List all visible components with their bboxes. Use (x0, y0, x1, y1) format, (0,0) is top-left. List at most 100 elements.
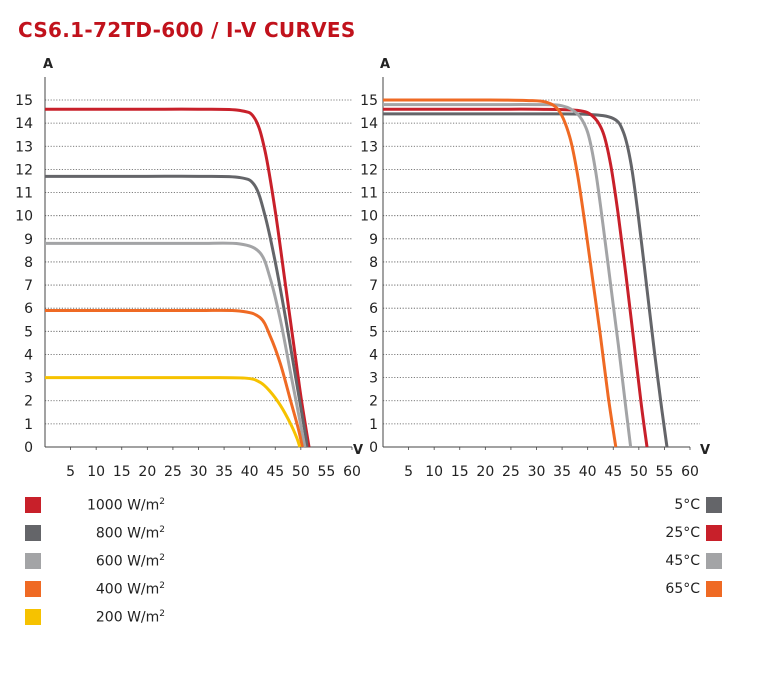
y-tick-label: 14 (360, 116, 378, 132)
y-tick-label: 9 (369, 232, 378, 248)
y-tick-label: 4 (369, 347, 378, 363)
legend-swatch (25, 581, 41, 597)
x-tick-label: 35 (553, 464, 571, 480)
x-tick-label: 55 (318, 464, 336, 480)
legend-label-superscript: 2 (159, 524, 165, 535)
y-tick-label: 12 (15, 162, 33, 178)
legend-swatch (25, 525, 41, 541)
x-tick-label: 25 (164, 464, 182, 480)
x-tick-label: 5 (404, 464, 413, 480)
y-axis-label: A (380, 57, 390, 72)
x-tick-label: 10 (425, 464, 443, 480)
y-tick-label: 11 (360, 186, 378, 202)
legend-item: 800 W/m2 (25, 523, 165, 543)
legend-item: 400 W/m2 (25, 579, 165, 599)
y-tick-label: 1 (24, 417, 33, 433)
legend-item: 5°C (640, 495, 722, 515)
legend-item: 25°C (640, 523, 722, 543)
chart-title: CS6.1-72TD-600 / I-V CURVES (18, 18, 356, 42)
legend-label: 800 W/m2 (96, 525, 165, 542)
x-tick-label: 5 (66, 464, 75, 480)
x-tick-label: 30 (528, 464, 546, 480)
y-tick-label: 15 (15, 93, 33, 109)
y-tick-label: 15 (360, 93, 378, 109)
legend-label: 5°C (674, 497, 700, 513)
legend-label-text: 200 W/m (95, 609, 160, 626)
legend-label-superscript: 2 (159, 496, 165, 507)
x-tick-label: 30 (190, 464, 208, 480)
y-tick-label: 9 (24, 232, 33, 248)
legend-item: 600 W/m2 (25, 551, 165, 571)
y-axis-label: A (43, 57, 53, 72)
legend-label: 25°C (665, 525, 700, 541)
legend-label: 600 W/m2 (96, 553, 165, 570)
x-tick-label: 60 (681, 464, 699, 480)
series-line (45, 174, 309, 448)
x-axis-label: V (700, 443, 710, 458)
x-tick-label: 20 (138, 464, 156, 480)
legend-item: 200 W/m2 (25, 607, 165, 627)
legend-label: 200 W/m2 (96, 609, 165, 626)
x-tick-label: 10 (87, 464, 105, 480)
x-tick-label: 15 (113, 464, 131, 480)
legend-label: 65°C (665, 581, 700, 597)
x-tick-label: 15 (451, 464, 469, 480)
legend-item: 45°C (640, 551, 722, 571)
x-tick-label: 45 (266, 464, 284, 480)
legend-swatch (706, 497, 722, 513)
y-tick-label: 5 (24, 324, 33, 340)
y-tick-label: 7 (369, 278, 378, 294)
y-tick-label: 10 (360, 209, 378, 225)
x-tick-label: 50 (292, 464, 310, 480)
series-line (45, 107, 311, 448)
x-tick-label: 45 (604, 464, 622, 480)
series-line (45, 308, 304, 448)
legend-label-text: 600 W/m (95, 553, 160, 570)
x-axis-label: V (353, 443, 363, 458)
x-tick-label: 55 (656, 464, 674, 480)
legend-swatch (25, 609, 41, 625)
y-tick-label: 7 (24, 278, 33, 294)
series-line (383, 112, 669, 448)
y-tick-label: 5 (369, 324, 378, 340)
series-line (382, 98, 618, 448)
legend-label-text: 800 W/m (95, 525, 160, 542)
series-line (383, 107, 649, 448)
y-tick-label: 2 (24, 394, 33, 410)
y-tick-label: 13 (15, 139, 33, 155)
legend-label: 400 W/m2 (96, 581, 165, 598)
y-tick-label: 6 (369, 301, 378, 317)
legend-label-superscript: 2 (159, 608, 165, 619)
legend-label-superscript: 2 (159, 580, 165, 591)
y-tick-label: 3 (369, 371, 378, 387)
y-tick-label: 12 (360, 162, 378, 178)
x-tick-label: 50 (630, 464, 648, 480)
y-tick-label: 8 (369, 255, 378, 271)
x-tick-label: 20 (476, 464, 494, 480)
legend-swatch (706, 525, 722, 541)
y-tick-label: 10 (15, 209, 33, 225)
y-tick-label: 0 (369, 440, 378, 456)
y-tick-label: 4 (24, 347, 33, 363)
x-tick-label: 40 (241, 464, 259, 480)
legend-item: 65°C (640, 579, 722, 599)
legend-label-text: 1000 W/m (86, 497, 160, 514)
legend-swatch (25, 553, 41, 569)
legend-label: 45°C (665, 553, 700, 569)
legend-label: 1000 W/m2 (87, 497, 165, 514)
y-tick-label: 8 (24, 255, 33, 271)
x-tick-label: 60 (343, 464, 361, 480)
y-tick-label: 3 (24, 371, 33, 387)
legend-item: 1000 W/m2 (25, 495, 165, 515)
series-line (383, 103, 633, 448)
legend-label-superscript: 2 (159, 552, 165, 563)
legend-swatch (706, 581, 722, 597)
y-tick-label: 1 (369, 417, 378, 433)
x-tick-label: 40 (579, 464, 597, 480)
x-tick-label: 25 (502, 464, 520, 480)
series-line (44, 241, 307, 448)
y-tick-label: 0 (24, 440, 33, 456)
